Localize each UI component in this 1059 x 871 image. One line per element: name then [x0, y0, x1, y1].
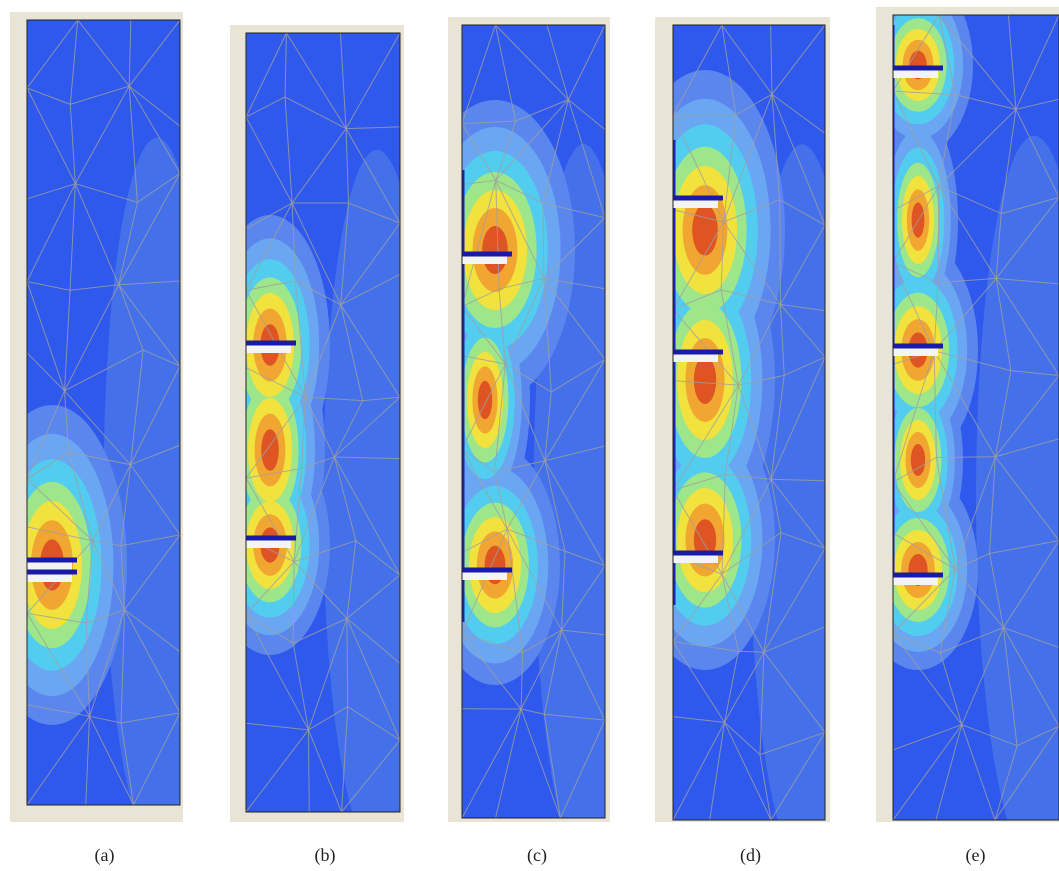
contour-field: [0, 20, 211, 844]
panel: (b): [210, 25, 431, 866]
anchor-gap: [673, 354, 718, 362]
mesh-edge: [673, 115, 736, 116]
anchor-gap: [673, 555, 718, 563]
panel-label: (e): [966, 845, 986, 866]
anchor-gap: [893, 70, 938, 78]
anchor-gap: [893, 577, 938, 585]
far-field: [104, 138, 211, 845]
panel: (d): [625, 17, 855, 866]
panel-label: (d): [740, 845, 761, 866]
anchor-gap: [462, 256, 507, 264]
contour-band: [692, 204, 718, 255]
contour-band: [482, 226, 508, 274]
panel: (c): [415, 17, 634, 866]
anchor-gap: [246, 540, 291, 548]
anchor-gap: [27, 562, 72, 570]
panel-label: (c): [527, 845, 547, 866]
anchor-gap: [893, 348, 938, 356]
panel: (e): [858, 0, 1059, 866]
anchor-gap: [27, 574, 72, 582]
figure: (a) (b) (c) (d) (e): [0, 0, 1059, 871]
contour-band: [261, 429, 279, 471]
anchor-gap: [246, 345, 291, 353]
anchor-gap: [673, 200, 718, 208]
panel: (a): [0, 12, 211, 866]
panel-label: (b): [315, 845, 336, 866]
anchor-gap: [462, 572, 507, 580]
panel-label: (a): [95, 845, 115, 866]
contour-band: [694, 356, 716, 404]
contour-field: [415, 25, 634, 858]
